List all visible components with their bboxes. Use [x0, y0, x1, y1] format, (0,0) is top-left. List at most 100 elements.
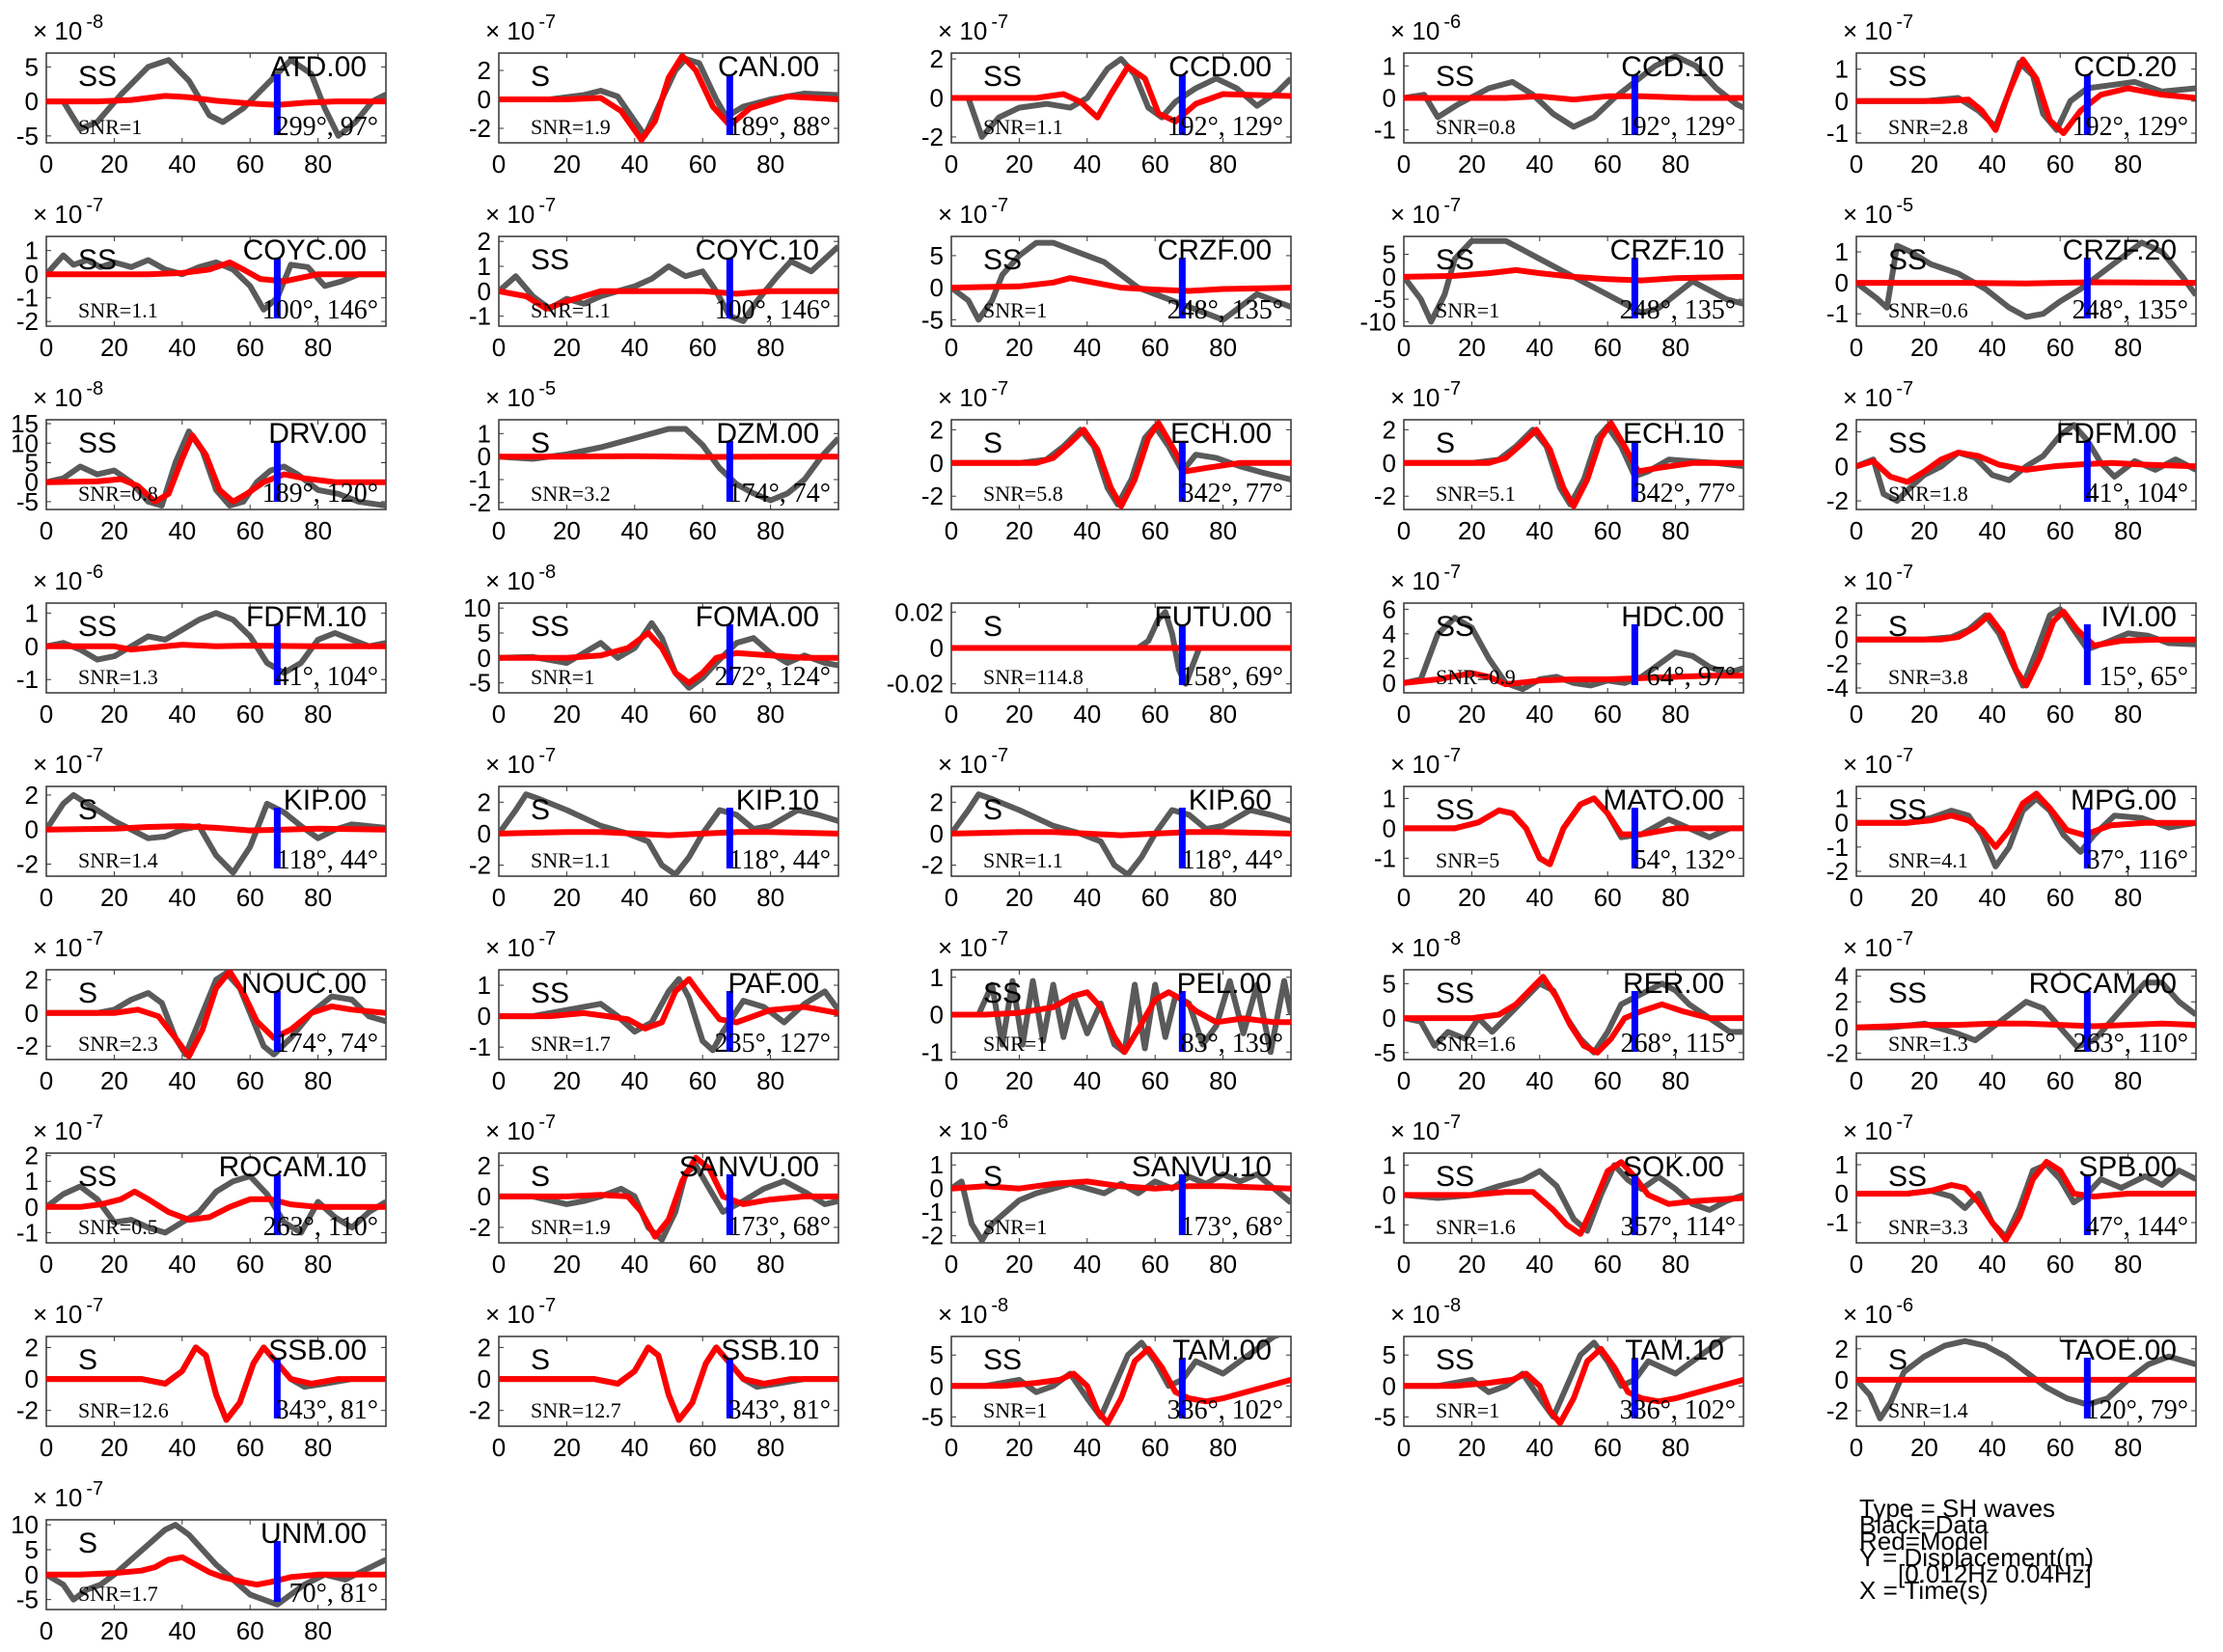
snr-label: SNR=5: [1436, 848, 1499, 872]
x-tick-label: 60: [2046, 1066, 2074, 1095]
azimuth-distance-label: 118°, 44°: [1182, 845, 1283, 875]
x-tick-label: 80: [1661, 1250, 1689, 1279]
phase-label: S: [1888, 611, 1907, 643]
station-label: SPB.00: [2078, 1151, 2177, 1183]
y-tick-label: -1: [1374, 843, 1396, 872]
model-trace: [499, 288, 838, 312]
x-tick-label: 0: [1397, 1250, 1411, 1279]
y-exponent-label: × 10 -7: [485, 1112, 556, 1145]
x-tick-label: 40: [1525, 516, 1553, 545]
y-tick-label: 2: [25, 1333, 39, 1362]
y-tick-label: 0: [478, 1002, 491, 1031]
waveforms: [46, 428, 386, 509]
x-tick-label: 60: [2046, 700, 2074, 729]
waveforms: [951, 977, 1291, 1056]
azimuth-distance-label: 343°, 81°: [276, 1395, 378, 1425]
x-tick-label: 0: [492, 1250, 506, 1279]
exponent-power: -7: [1896, 378, 1913, 399]
waveforms: [951, 1171, 1291, 1243]
x-tick-label: 0: [945, 516, 958, 545]
phase-label: SS: [78, 244, 117, 276]
x-tick-label: 40: [620, 333, 648, 362]
waveforms: [1404, 53, 1743, 130]
x-tick-label: 80: [756, 883, 784, 912]
y-tick-label: 2: [25, 1142, 39, 1170]
azimuth-distance-label: 248°, 135°: [1167, 295, 1283, 325]
y-tick-label: 0: [25, 87, 39, 116]
phase-label: S: [983, 794, 1002, 826]
x-tick-label: 0: [1850, 333, 1863, 362]
x-tick-label: 0: [1850, 150, 1863, 179]
x-tick-label: 0: [1850, 1066, 1863, 1095]
x-tick-label: 20: [1910, 516, 1938, 545]
y-tick-label: -5: [1374, 1038, 1396, 1067]
x-tick-label: 80: [2114, 1250, 2142, 1279]
azimuth-distance-label: 263°, 110°: [263, 1212, 378, 1242]
model-trace: [1404, 974, 1743, 1056]
phase-label: SS: [983, 1344, 1022, 1376]
x-tick-label: 80: [304, 150, 332, 179]
snr-label: SNR=1.6: [1436, 1032, 1516, 1056]
x-tick-label: 40: [1978, 333, 2006, 362]
model-trace: [1404, 266, 1743, 284]
x-tick-label: 20: [1910, 883, 1938, 912]
x-tick-label: 80: [2114, 883, 2142, 912]
y-tick-label: 0: [25, 468, 39, 497]
y-exponent-label: × 10 -8: [938, 1295, 1008, 1329]
exponent-power: -8: [991, 1295, 1008, 1316]
exponent-power: -7: [1443, 745, 1461, 766]
y-tick-label: 2: [478, 1333, 491, 1362]
phase-label: SS: [531, 611, 569, 643]
phase-label: SS: [1888, 794, 1927, 826]
azimuth-distance-label: 192°, 129°: [1620, 112, 1736, 142]
y-tick-label: -2: [921, 482, 944, 510]
x-tick-label: 0: [1850, 700, 1863, 729]
station-label: CRZF.20: [2063, 234, 2177, 266]
snr-label: SNR=3.2: [531, 482, 611, 506]
y-tick-label: 0: [1383, 1180, 1396, 1209]
station-label: UNM.00: [261, 1518, 367, 1550]
x-tick-label: 20: [1458, 1433, 1486, 1462]
y-exponent-label: × 10 -8: [485, 562, 556, 595]
x-tick-label: 40: [168, 1433, 196, 1462]
y-exponent-label: × 10 -6: [938, 1112, 1008, 1145]
y-exponent-label: × 10 -7: [938, 195, 1008, 229]
snr-label: SNR=5.8: [983, 482, 1063, 506]
x-tick-label: 0: [945, 1250, 958, 1279]
x-tick-label: 20: [100, 150, 128, 179]
phase-label: S: [78, 1528, 97, 1559]
y-tick-label: 0: [930, 1371, 944, 1400]
x-tick-label: 60: [236, 1616, 264, 1645]
y-tick-label: 2: [1835, 418, 1849, 447]
x-tick-label: 40: [1978, 1433, 2006, 1462]
snr-label: SNR=4.1: [1888, 848, 1968, 872]
x-tick-label: 80: [756, 516, 784, 545]
phase-label: S: [1436, 427, 1455, 459]
y-tick-label: 5: [25, 448, 39, 477]
x-tick-label: 0: [492, 1433, 506, 1462]
model-trace: [499, 630, 838, 686]
snr-label: SNR=1.1: [531, 848, 611, 872]
azimuth-distance-label: 64°, 97°: [1647, 662, 1736, 692]
exponent-base: × 10: [938, 750, 987, 779]
exponent-base: × 10: [1390, 1300, 1440, 1329]
waveforms: [1404, 420, 1743, 509]
x-tick-label: 0: [1397, 1433, 1411, 1462]
x-tick-label: 60: [689, 1066, 717, 1095]
y-tick-label: -2: [16, 849, 39, 878]
waveforms: [46, 791, 386, 876]
x-tick-label: 20: [100, 333, 128, 362]
y-tick-label: 5: [25, 52, 39, 81]
x-tick-label: 0: [1850, 1433, 1863, 1462]
y-exponent-label: × 10 -7: [485, 745, 556, 779]
y-exponent-label: × 10 -7: [33, 745, 103, 779]
snr-label: SNR=1.1: [531, 298, 611, 322]
